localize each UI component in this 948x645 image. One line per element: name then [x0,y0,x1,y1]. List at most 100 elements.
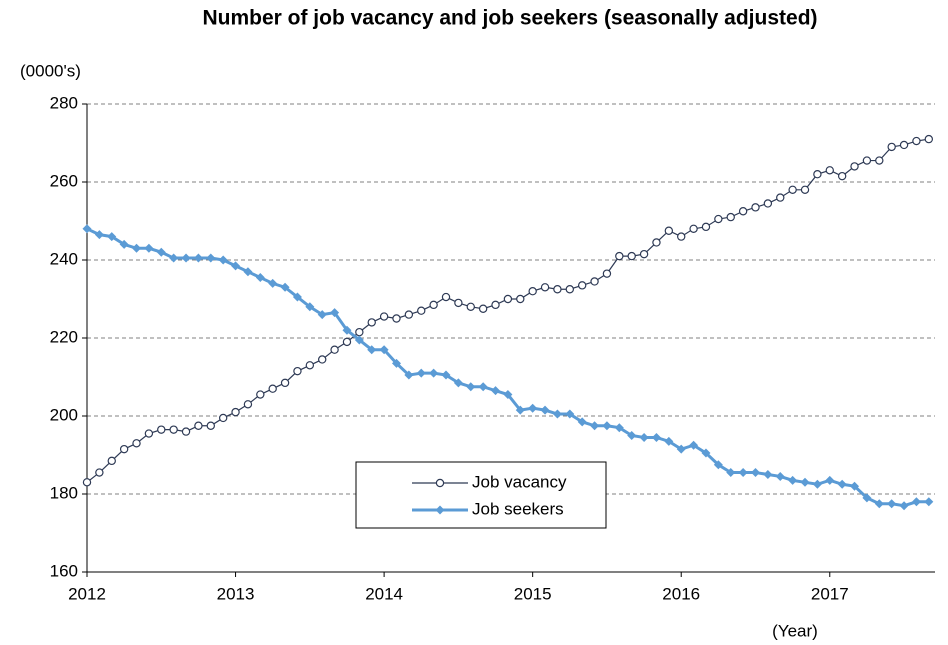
point [776,193,785,202]
x-tick-label: 2014 [365,584,403,603]
legend-marker [435,505,445,515]
point [255,273,265,283]
point [515,405,525,415]
point [305,302,315,312]
point [825,475,835,485]
point [453,378,463,388]
point [726,212,735,222]
point [82,224,92,234]
point [429,300,438,310]
point [602,421,612,431]
point [107,232,117,242]
point [491,386,501,396]
y-tick-label: 260 [50,171,78,190]
point [763,199,773,208]
point [590,421,600,431]
point [602,269,612,278]
point [775,471,785,481]
point [862,156,872,165]
point [231,407,240,417]
point [911,497,921,507]
point [169,425,178,434]
x-tick-label: 2013 [217,584,255,603]
y-axis-label: (0000's) [20,61,81,80]
y-tick-label: 280 [50,93,78,112]
point [342,337,352,347]
point [652,238,661,247]
point [404,370,414,380]
point [392,314,401,323]
y-tick-label: 200 [50,405,78,424]
point [565,285,575,294]
point [924,134,934,144]
point [256,390,265,399]
point [577,281,587,290]
point [330,345,339,354]
chart-title: Number of job vacancy and job seekers (s… [202,7,817,30]
point [132,439,141,448]
point [639,249,649,259]
y-tick-label: 160 [50,561,78,580]
point [800,477,810,487]
point [912,136,921,146]
point [788,475,798,485]
y-tick-label: 220 [50,327,78,346]
point [738,468,748,478]
point [615,251,624,261]
point [268,384,277,393]
point [330,308,340,318]
point [367,318,376,327]
point [404,310,414,319]
point [132,243,142,253]
point [837,479,847,489]
point [800,185,810,194]
point [627,431,637,440]
point [639,432,649,442]
point [540,405,550,415]
point [899,501,909,511]
point [82,478,92,487]
x-tick-label: 2015 [514,584,552,603]
point [144,243,154,253]
point [701,448,711,458]
point [95,468,104,477]
point [379,345,389,355]
point [614,423,624,433]
point [763,470,773,479]
legend-label: Job seekers [472,499,564,518]
point [280,282,290,292]
point [689,224,698,233]
x-tick-label: 2012 [68,584,106,603]
legend-label: Job vacancy [472,472,567,491]
x-axis-label: (Year) [772,621,818,640]
y-tick-label: 180 [50,483,78,502]
point [441,370,451,380]
point [478,382,488,392]
point [812,479,822,489]
x-tick-label: 2017 [811,584,849,603]
point [206,421,215,430]
point [354,335,364,345]
point [156,247,166,257]
point [516,294,525,304]
point [491,300,500,310]
point [218,255,228,265]
point [874,499,884,509]
point [503,390,513,400]
point [714,214,723,224]
point [391,358,401,368]
point [157,425,166,434]
point [528,403,538,413]
point [280,378,290,388]
point [664,436,674,446]
point [478,304,488,313]
point [417,306,426,315]
y-tick-label: 240 [50,249,78,268]
point [887,499,897,509]
point [181,253,191,263]
point [454,298,463,308]
point [553,285,562,294]
point [379,312,389,321]
point [850,481,860,491]
